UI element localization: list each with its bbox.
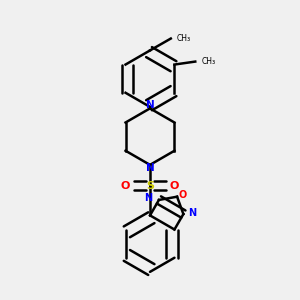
Text: N: N (146, 163, 154, 173)
Text: S: S (146, 181, 154, 191)
Text: N: N (188, 208, 196, 218)
Text: N: N (145, 194, 153, 203)
Text: CH₃: CH₃ (201, 57, 215, 66)
Text: CH₃: CH₃ (177, 34, 191, 43)
Text: N: N (146, 100, 154, 110)
Text: O: O (170, 181, 179, 191)
Text: O: O (121, 181, 130, 191)
Text: O: O (178, 190, 187, 200)
